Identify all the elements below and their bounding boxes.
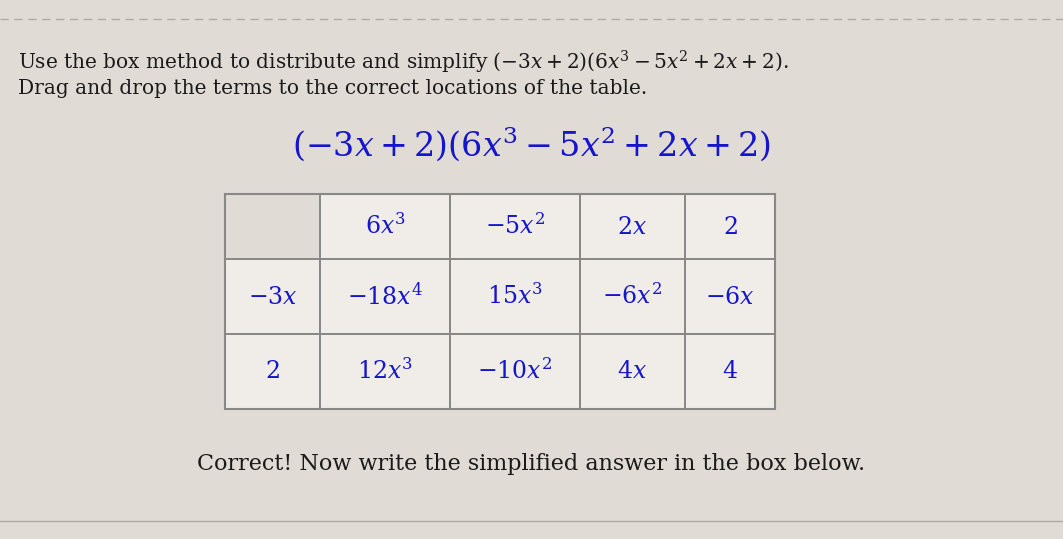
Bar (685, 194, 775, 259)
Text: $6x^3$: $6x^3$ (365, 213, 405, 239)
Text: $(-3x+2)(6x^3-5x^2+2x+2)$: $(-3x+2)(6x^3-5x^2+2x+2)$ (291, 125, 771, 163)
Bar (685, 259, 775, 334)
Bar (580, 334, 685, 409)
Text: $15x^3$: $15x^3$ (487, 284, 543, 309)
Bar (225, 334, 320, 409)
Bar (450, 194, 580, 259)
Text: Correct! Now write the simplified answer in the box below.: Correct! Now write the simplified answer… (197, 453, 865, 475)
Text: $-6x^2$: $-6x^2$ (603, 284, 662, 309)
Text: $2$: $2$ (265, 360, 280, 384)
Text: $4$: $4$ (722, 360, 738, 384)
Bar (225, 194, 320, 259)
Bar (225, 194, 775, 409)
Bar (450, 334, 580, 409)
Text: $-5x^2$: $-5x^2$ (485, 213, 545, 239)
Text: $4x$: $4x$ (618, 360, 647, 384)
Bar (580, 259, 685, 334)
Text: $12x^3$: $12x^3$ (357, 358, 412, 384)
Text: Drag and drop the terms to the correct locations of the table.: Drag and drop the terms to the correct l… (18, 79, 647, 98)
Bar (580, 194, 685, 259)
Text: $2x$: $2x$ (618, 215, 647, 238)
Bar (685, 334, 775, 409)
Bar (450, 259, 580, 334)
Text: $-6x$: $-6x$ (705, 285, 755, 308)
Text: $-3x$: $-3x$ (248, 285, 298, 308)
Bar (320, 194, 450, 259)
Text: $-18x^4$: $-18x^4$ (347, 284, 423, 310)
Text: $2$: $2$ (723, 215, 738, 238)
Text: $-10x^2$: $-10x^2$ (477, 358, 553, 384)
Bar (225, 259, 320, 334)
Text: Use the box method to distribute and simplify $(-3x+2)(6x^3-5x^2+2x+2)$.: Use the box method to distribute and sim… (18, 49, 789, 76)
Bar (320, 334, 450, 409)
Bar (320, 259, 450, 334)
